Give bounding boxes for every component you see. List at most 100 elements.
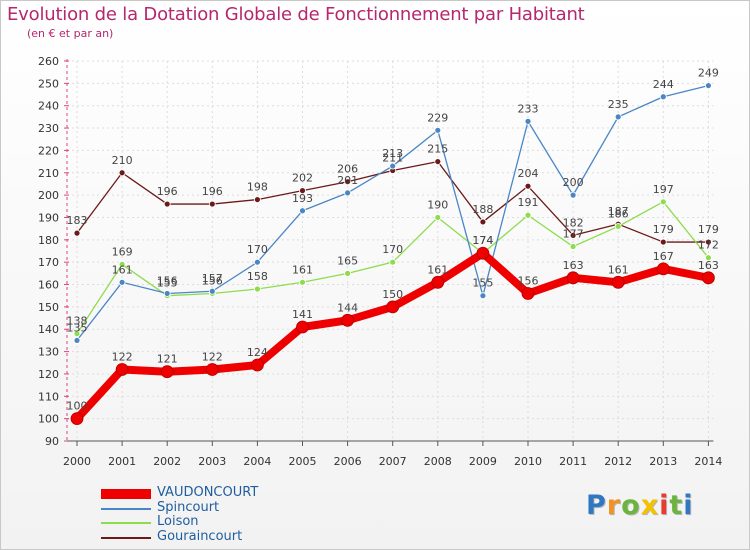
data-label: 190	[427, 198, 448, 211]
data-point	[163, 200, 171, 208]
data-label: 193	[292, 192, 313, 205]
chart-title: Evolution de la Dotation Globale de Fonc…	[7, 4, 585, 25]
data-point	[73, 330, 81, 338]
data-label: 191	[518, 196, 539, 209]
data-label: 174	[472, 234, 493, 247]
legend-label: Gouraincourt	[157, 528, 243, 544]
data-label: 161	[427, 263, 448, 276]
data-label: 155	[157, 277, 178, 290]
x-tick-label: 2005	[289, 455, 317, 468]
y-tick-label: 230	[38, 122, 59, 135]
data-point	[208, 287, 216, 295]
data-label: 215	[427, 143, 448, 156]
data-point	[479, 218, 487, 226]
data-point	[118, 278, 126, 286]
data-point	[299, 187, 306, 195]
x-tick-label: 2008	[424, 455, 452, 468]
data-label: 167	[653, 250, 674, 263]
y-tick-label: 220	[38, 144, 59, 157]
data-point	[659, 93, 667, 101]
data-point	[250, 358, 264, 372]
data-label: 141	[292, 308, 313, 321]
data-point	[524, 211, 532, 219]
data-point	[253, 196, 261, 203]
x-tick-label: 2010	[514, 455, 542, 468]
line-chart: 90 100 110 120 130 140 150 160 170 180 190 200 210 22…	[38, 55, 722, 468]
data-point	[73, 229, 81, 237]
data-point	[569, 243, 577, 250]
data-label: 197	[653, 183, 674, 196]
x-tick-label: 2014	[694, 455, 722, 468]
data-label: 124	[247, 346, 268, 359]
data-label: 213	[382, 147, 403, 160]
y-tick-label: 180	[38, 234, 59, 247]
data-label: 196	[157, 185, 178, 198]
logo-letter: i	[659, 490, 670, 521]
y-tick-label: 160	[38, 279, 59, 292]
legend-item: Spincourt	[101, 499, 401, 517]
data-point	[705, 254, 712, 262]
x-tick-label: 2000	[63, 455, 91, 468]
x-tick-label: 2012	[604, 455, 632, 468]
data-label: 204	[518, 167, 539, 180]
data-label: 161	[292, 263, 313, 276]
data-point	[253, 285, 261, 293]
data-point	[73, 337, 81, 344]
legend-item: Gouraincourt	[101, 528, 401, 546]
legend-swatch	[101, 536, 151, 539]
data-point	[296, 320, 309, 334]
data-label: 177	[563, 228, 584, 241]
y-tick-label: 120	[38, 368, 59, 381]
data-label: 179	[653, 223, 674, 236]
data-point	[569, 231, 577, 239]
data-point	[569, 191, 577, 199]
legend-swatch	[101, 522, 151, 524]
data-label: 161	[112, 263, 133, 276]
data-label: 163	[563, 259, 584, 272]
data-label: 211	[382, 152, 403, 165]
data-label: 156	[518, 274, 539, 287]
data-point	[163, 290, 171, 297]
data-point	[70, 412, 84, 426]
y-tick-label: 190	[38, 211, 59, 224]
legend-swatch	[101, 489, 151, 499]
data-label: 157	[202, 272, 223, 285]
data-point	[431, 275, 445, 289]
chart-subtitle: (en € et par an)	[27, 27, 114, 40]
x-tick-label: 2006	[334, 455, 362, 468]
x-tick-label: 2002	[153, 455, 181, 468]
y-tick-label: 140	[38, 323, 59, 336]
data-label: 235	[608, 98, 629, 111]
data-point	[524, 182, 532, 190]
data-label: 183	[67, 214, 88, 227]
data-point	[118, 169, 126, 177]
y-tick-label: 250	[38, 77, 59, 90]
x-tick-label: 2007	[379, 455, 407, 468]
data-label: 200	[563, 176, 584, 189]
data-point	[253, 258, 261, 266]
data-label: 229	[427, 111, 448, 124]
data-point	[389, 258, 397, 266]
x-tick-label: 2001	[108, 455, 136, 468]
logo-letter: P	[586, 490, 607, 521]
data-label: 161	[608, 263, 629, 276]
data-point	[115, 363, 129, 376]
data-label: 244	[653, 78, 674, 91]
data-label: 249	[698, 67, 719, 80]
data-label: 165	[337, 254, 358, 267]
y-tick-label: 100	[38, 413, 59, 426]
data-point	[524, 117, 532, 125]
data-label: 187	[608, 205, 629, 218]
legend-item: Loison	[101, 514, 401, 531]
x-tick-label: 2009	[469, 455, 497, 468]
y-tick-label: 130	[38, 346, 59, 359]
data-point	[344, 269, 352, 277]
data-label: 206	[337, 163, 358, 176]
data-point	[434, 158, 442, 165]
proxiti-logo: Proxiti	[586, 490, 694, 521]
x-tick-label: 2003	[198, 455, 226, 468]
legend-label: Spincourt	[157, 499, 220, 515]
data-label: 121	[157, 353, 178, 366]
data-point	[656, 262, 670, 276]
y-tick-label: 90	[45, 435, 59, 448]
